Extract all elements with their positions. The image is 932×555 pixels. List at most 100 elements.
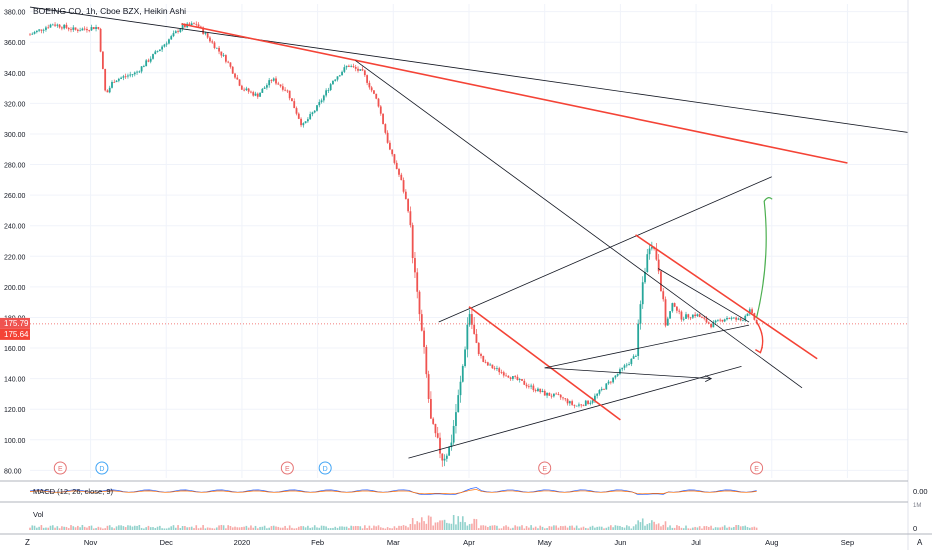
volume-bar bbox=[694, 526, 696, 530]
candle bbox=[63, 24, 66, 29]
volume-bar bbox=[580, 527, 583, 530]
volume-bar bbox=[443, 519, 446, 530]
volume-bar bbox=[179, 527, 182, 530]
candle bbox=[250, 91, 252, 93]
candle bbox=[400, 174, 403, 181]
volume-bar bbox=[537, 528, 539, 530]
candle bbox=[625, 364, 628, 366]
volume-bar bbox=[425, 523, 428, 530]
candle bbox=[737, 318, 740, 320]
volume-bar bbox=[174, 527, 177, 530]
candle bbox=[106, 90, 109, 93]
event-marker bbox=[280, 461, 294, 475]
volume-bar bbox=[559, 525, 562, 530]
candle bbox=[111, 81, 113, 88]
macd-line bbox=[29, 487, 757, 496]
candle bbox=[603, 388, 605, 390]
event-marker-label: D bbox=[99, 466, 104, 473]
candle bbox=[138, 71, 141, 73]
volume-bar bbox=[705, 526, 708, 530]
candle bbox=[593, 395, 596, 401]
volume-bar bbox=[318, 527, 321, 530]
volume-bar bbox=[400, 525, 403, 530]
time-tick-label: 2020 bbox=[234, 538, 251, 547]
candle bbox=[188, 23, 191, 26]
candle bbox=[316, 105, 318, 111]
volume-bar bbox=[450, 523, 453, 530]
candle bbox=[158, 49, 161, 52]
candle bbox=[678, 310, 681, 312]
volume-bar bbox=[726, 527, 728, 530]
candle bbox=[211, 41, 214, 43]
corner-right-button[interactable]: A bbox=[917, 538, 923, 547]
candle bbox=[744, 315, 747, 321]
candle bbox=[92, 27, 95, 30]
volume-bar bbox=[334, 526, 337, 530]
volume-bar bbox=[79, 527, 81, 530]
price-tick-label: 260.00 bbox=[4, 193, 26, 200]
candle bbox=[277, 83, 280, 85]
volume-bar bbox=[147, 525, 150, 530]
candle bbox=[730, 317, 733, 319]
candle bbox=[291, 98, 293, 102]
volume-bar bbox=[751, 527, 753, 530]
volume-bar bbox=[320, 525, 323, 530]
candle bbox=[168, 39, 170, 44]
candle bbox=[320, 100, 323, 103]
volume-bar bbox=[127, 525, 129, 530]
candle bbox=[231, 66, 234, 74]
candle bbox=[464, 349, 466, 367]
volume-bar bbox=[316, 527, 318, 530]
volume-bar bbox=[254, 525, 257, 530]
candle bbox=[272, 78, 275, 81]
candle bbox=[206, 33, 209, 38]
candle bbox=[726, 317, 728, 320]
candle bbox=[58, 24, 61, 28]
candle bbox=[619, 369, 621, 374]
candle bbox=[591, 400, 594, 403]
volume-bar bbox=[368, 525, 371, 530]
arrow-black bbox=[544, 367, 712, 380]
volume-bar bbox=[386, 527, 389, 530]
volume-bar bbox=[384, 528, 387, 530]
candle bbox=[343, 67, 346, 72]
volume-bar bbox=[350, 525, 352, 530]
candle bbox=[470, 314, 473, 325]
candle bbox=[523, 380, 526, 385]
volume-bar bbox=[115, 526, 118, 530]
volume-bar bbox=[149, 527, 152, 530]
candle bbox=[539, 388, 542, 393]
volume-bar bbox=[277, 526, 280, 530]
corner-left-button[interactable]: Z bbox=[25, 538, 30, 547]
candle bbox=[634, 355, 637, 357]
time-tick-label: Mar bbox=[387, 538, 400, 547]
volume-bar bbox=[215, 527, 218, 530]
volume-bar bbox=[336, 527, 339, 530]
volume-bar bbox=[311, 527, 314, 530]
volume-bar bbox=[418, 522, 421, 530]
candle bbox=[580, 404, 583, 406]
grid bbox=[30, 4, 908, 478]
volume-pane bbox=[29, 515, 758, 530]
volume-bar bbox=[434, 522, 437, 530]
time-tick-label: Feb bbox=[311, 538, 324, 547]
candle bbox=[598, 390, 601, 394]
volume-bar bbox=[475, 519, 478, 530]
volume-bar bbox=[619, 525, 621, 530]
candle bbox=[589, 402, 592, 404]
volume-bar bbox=[427, 515, 430, 530]
volume-bar bbox=[402, 525, 405, 530]
candle bbox=[712, 322, 715, 328]
candle bbox=[607, 381, 610, 384]
candle bbox=[179, 29, 182, 32]
candle bbox=[259, 92, 261, 97]
candle bbox=[496, 368, 498, 369]
volume-bar bbox=[514, 525, 516, 530]
volume-bar bbox=[395, 527, 398, 530]
volume-bar bbox=[58, 528, 61, 530]
candle bbox=[293, 101, 296, 109]
volume-bar bbox=[159, 525, 161, 530]
price-tick-label: 300.00 bbox=[4, 132, 26, 139]
